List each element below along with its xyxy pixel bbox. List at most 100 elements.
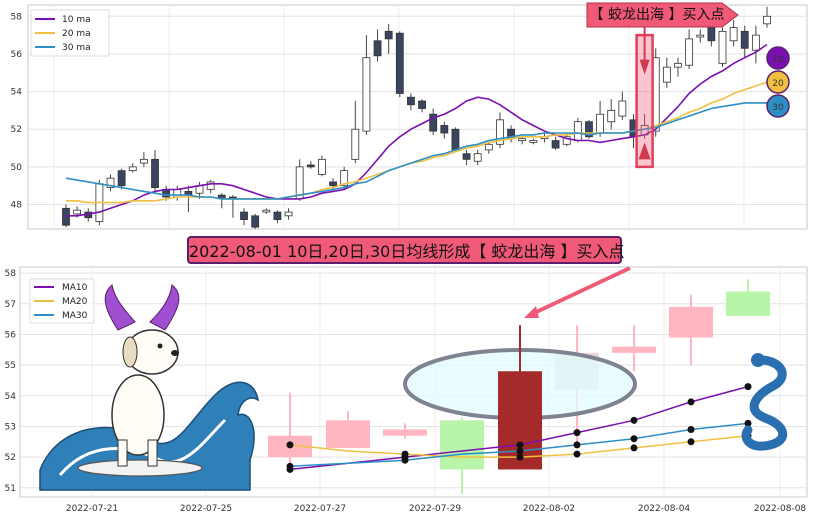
legend-label: 30 ma: [62, 43, 91, 53]
dog-eye-icon: [157, 343, 163, 349]
top-candlestick-chart: 48 50 52 54 56 58 10 ma 20 ma 30 ma 10 20 30: [11, 2, 808, 230]
candle-body: [496, 119, 504, 145]
ma-point: [573, 441, 581, 449]
candle-body: [418, 100, 426, 109]
candle-body: [718, 30, 727, 64]
y-tick-label: 51: [5, 484, 16, 494]
ma-point: [286, 441, 294, 449]
candle-body: [740, 30, 749, 49]
y-tick-label: 52: [11, 125, 22, 135]
ma10-line: [66, 43, 768, 217]
y-tick-label: 53: [5, 422, 16, 432]
dog-nose-icon: [171, 350, 179, 356]
candle-body: [139, 158, 148, 164]
y-tick-label: 56: [11, 50, 23, 60]
candle-body: [585, 121, 593, 138]
ma-point: [687, 438, 695, 446]
top-label-arrow-shape: [586, 2, 739, 28]
candle-body: [562, 136, 571, 145]
candle-body: [573, 121, 582, 141]
surfboard-icon: [77, 459, 203, 477]
y-tick-label: 57: [5, 300, 16, 310]
ma20-line: [66, 81, 768, 204]
candle-body: [484, 143, 493, 151]
ma-point: [687, 426, 695, 434]
candle-body: [674, 62, 682, 68]
dog-body-icon: [111, 374, 165, 456]
dog-leg-icon: [117, 439, 128, 467]
dog-leg-icon: [147, 439, 158, 467]
candle-body: [326, 420, 370, 448]
pointer-arrow-icon: [639, 59, 650, 75]
candle-body: [726, 291, 770, 317]
ma-point: [516, 441, 524, 449]
candle-body: [407, 96, 415, 106]
y-tick-label: 54: [11, 88, 23, 98]
legend-label: MA10: [62, 283, 88, 293]
ma30-line: [65, 102, 767, 200]
candle-body: [440, 420, 484, 470]
candle-body: [362, 57, 371, 132]
candle-body: [306, 164, 315, 168]
candle-body: [251, 215, 260, 228]
ma-badge: [766, 94, 790, 118]
candle-body: [596, 113, 604, 134]
candle-body: [240, 211, 248, 220]
candle-body: [451, 128, 460, 151]
y-tick-label: 58: [5, 269, 17, 279]
ma-point: [401, 456, 409, 464]
candle-body: [340, 170, 349, 187]
candle-body: [751, 34, 760, 51]
legend-label: 20 ma: [62, 29, 91, 39]
candle-body: [206, 181, 215, 190]
ma-point: [687, 398, 695, 406]
pointer-arrow-icon: [524, 306, 539, 318]
y-tick-label: 48: [11, 201, 23, 211]
y-tick-label: 52: [5, 453, 16, 463]
candle-body: [669, 306, 713, 338]
ma-point: [401, 450, 409, 458]
y-tick-label: 50: [11, 163, 23, 173]
ma-badge: [766, 70, 790, 94]
candle-body: [395, 32, 404, 94]
ma-point: [630, 444, 638, 452]
legend-label: 10 ma: [62, 15, 91, 25]
ma-point: [516, 453, 524, 461]
ma-badge: [766, 46, 790, 70]
candle-body: [151, 158, 159, 188]
dragon-icon: [741, 355, 787, 451]
candle-body: [685, 38, 694, 66]
candle-body: [551, 140, 560, 149]
candle-body: [284, 211, 293, 217]
ma-point: [744, 383, 752, 391]
ma-point: [630, 435, 638, 443]
candle-body: [117, 170, 126, 187]
candle-body: [262, 209, 271, 213]
candle-body: [462, 153, 471, 160]
x-tick-label: 2022-08-02: [523, 504, 575, 514]
candle-body: [473, 153, 482, 162]
ma-point: [630, 416, 638, 424]
x-tick-label: 2022-07-29: [409, 504, 462, 514]
dog-ear-icon: [122, 336, 138, 368]
candle-body: [273, 211, 282, 220]
candle-body: [383, 429, 427, 436]
legend-label: MA20: [62, 297, 88, 307]
legend-label: MA30: [62, 311, 88, 321]
y-tick-label: 54: [5, 392, 17, 402]
x-tick-label: 2022-08-04: [638, 504, 691, 514]
candle-body: [607, 110, 616, 123]
y-tick-label: 58: [11, 12, 23, 22]
ma-badge-label: 20: [772, 79, 784, 89]
x-tick-label: 2022-08-08: [754, 504, 807, 514]
candle-body: [373, 40, 382, 57]
ma-point: [744, 419, 752, 427]
x-tick-label: 2022-07-25: [180, 504, 232, 514]
candle-body: [73, 209, 82, 215]
candle-body: [696, 34, 705, 38]
dragon-horn-icon: [104, 284, 136, 331]
candle-body: [518, 138, 527, 141]
dragon-horn-icon: [149, 284, 180, 331]
dragon-head-icon: [751, 353, 765, 367]
